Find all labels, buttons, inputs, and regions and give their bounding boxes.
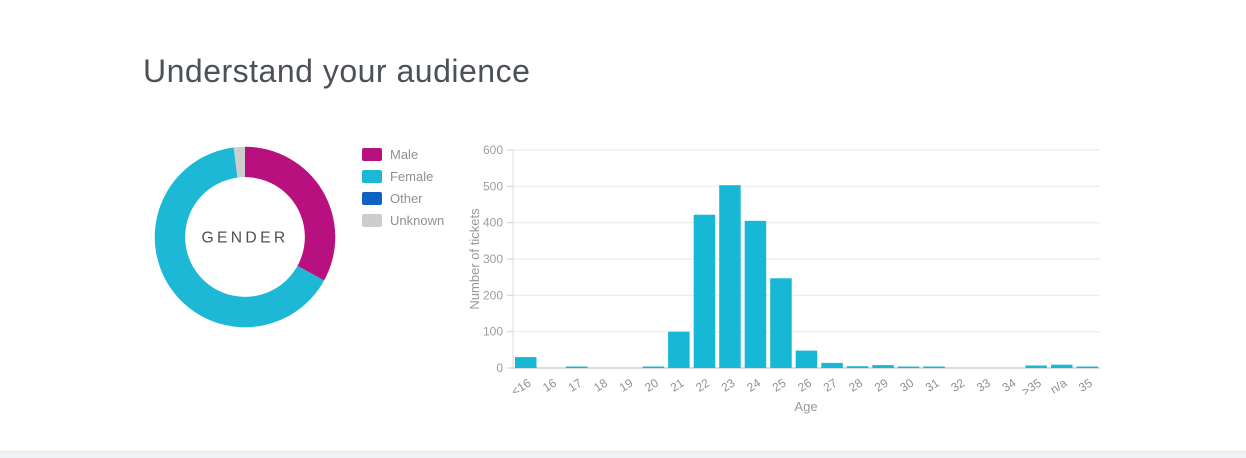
x-tick-label: 34 xyxy=(1000,376,1019,395)
x-tick-label: 33 xyxy=(974,376,993,395)
x-tick-label: 16 xyxy=(540,376,559,395)
legend-item-female[interactable]: Female xyxy=(362,170,444,183)
x-tick-label: 18 xyxy=(591,376,610,395)
x-tick-label: 17 xyxy=(566,376,585,395)
donut-slice-unknown[interactable] xyxy=(233,146,245,178)
legend-item-other[interactable]: Other xyxy=(362,192,444,205)
y-tick-label: 600 xyxy=(483,143,503,157)
y-tick-label: 500 xyxy=(483,179,503,193)
bar-27[interactable] xyxy=(821,362,843,368)
legend-label-male: Male xyxy=(390,147,419,162)
x-tick-label: 22 xyxy=(693,376,712,395)
x-tick-label: <16 xyxy=(509,376,534,399)
x-tick-label: >35 xyxy=(1019,376,1044,399)
bar-35[interactable] xyxy=(1076,366,1099,369)
x-tick-label: 26 xyxy=(795,376,814,395)
x-tick-label: 21 xyxy=(668,376,687,395)
legend-item-unknown[interactable]: Unknown xyxy=(362,214,444,227)
x-tick-label: 20 xyxy=(642,376,661,395)
x-tick-label: 28 xyxy=(846,376,865,395)
x-tick-label: 35 xyxy=(1076,376,1095,395)
footer-bar xyxy=(0,451,1246,458)
legend-swatch-unknown xyxy=(362,214,382,227)
bar-35[interactable] xyxy=(1025,365,1047,369)
bar-23[interactable] xyxy=(719,185,741,368)
x-tick-label: 25 xyxy=(770,376,789,395)
y-tick-label: 300 xyxy=(483,252,503,266)
bar-16[interactable] xyxy=(515,357,537,368)
legend-label-other: Other xyxy=(390,191,423,206)
legend-swatch-male xyxy=(362,148,382,161)
bar-na[interactable] xyxy=(1051,364,1073,368)
y-axis-title: Number of tickets xyxy=(467,208,482,310)
x-tick-label: n/a xyxy=(1048,376,1070,397)
y-tick-label: 100 xyxy=(483,325,503,339)
bar-24[interactable] xyxy=(744,220,767,368)
x-tick-label: 30 xyxy=(897,376,916,395)
legend-label-female: Female xyxy=(390,169,434,184)
donut-center-label: GENDER xyxy=(202,230,289,247)
age-bar-chart: <16 16 17 18 19 20 21 22 23 24 25 26 27 28 29 30 31 32 33 3… xyxy=(465,135,1115,420)
bar-21[interactable] xyxy=(668,331,690,368)
page-title: Understand your audience xyxy=(143,53,531,89)
x-tick-label: 24 xyxy=(744,376,763,395)
legend-swatch-female xyxy=(362,170,382,183)
bar-26[interactable] xyxy=(795,350,818,368)
x-tick-label: 31 xyxy=(923,376,942,395)
x-tick-label: 32 xyxy=(948,376,967,395)
bar-30[interactable] xyxy=(897,366,920,369)
bar-28[interactable] xyxy=(846,366,869,368)
x-axis-title: Age xyxy=(794,399,817,414)
donut-slice-female[interactable] xyxy=(154,147,325,328)
y-tick-label: 0 xyxy=(496,361,503,375)
bar-25[interactable] xyxy=(770,278,792,368)
x-tick-label: 27 xyxy=(821,376,840,395)
x-tick-label: 29 xyxy=(872,376,891,395)
bar-22[interactable] xyxy=(693,214,716,368)
legend-item-male[interactable]: Male xyxy=(362,148,444,161)
bar-17[interactable] xyxy=(566,366,588,369)
y-tick-label: 400 xyxy=(483,216,503,230)
legend-swatch-other xyxy=(362,192,382,205)
x-tick-label: 23 xyxy=(719,376,738,395)
legend-label-unknown: Unknown xyxy=(390,213,445,228)
gender-donut-chart: GENDER xyxy=(150,142,340,332)
bar-29[interactable] xyxy=(872,365,894,368)
donut-slice-male[interactable] xyxy=(245,146,336,281)
bar-31[interactable] xyxy=(923,366,945,369)
gender-legend: Male Female Other Unknown xyxy=(362,148,444,236)
gender-donut-svg: GENDER xyxy=(154,146,336,328)
age-bar-chart-svg: <16 16 17 18 19 20 21 22 23 24 25 26 27 28 29 30 31 32 33 3… xyxy=(467,143,1100,414)
bar-20[interactable] xyxy=(642,366,665,369)
y-tick-label: 200 xyxy=(483,288,503,302)
x-tick-label: 19 xyxy=(617,376,636,395)
